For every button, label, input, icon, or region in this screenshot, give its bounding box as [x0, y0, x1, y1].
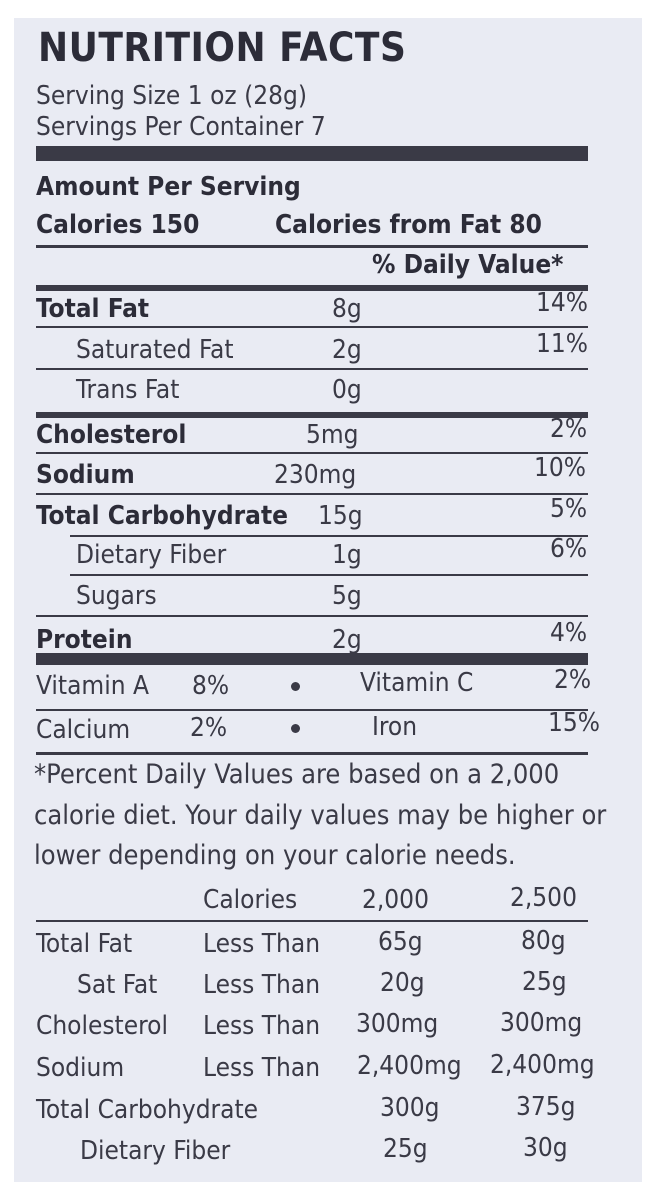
- row-divider-indented: [70, 535, 588, 537]
- ref-row-col1: 2,400mg: [357, 1051, 462, 1081]
- nutrient-amount: 2g: [332, 335, 362, 365]
- ref-row-qualifier: Less Than: [203, 1053, 321, 1083]
- ref-row-col2: 30g: [523, 1133, 568, 1163]
- ref-row-qualifier: Less Than: [203, 929, 321, 959]
- daily-value-header: % Daily Value*: [372, 250, 564, 280]
- row-divider: [36, 615, 588, 617]
- serving-size: Serving Size 1 oz (28g): [36, 81, 307, 111]
- row-divider: [36, 452, 588, 454]
- label-title: NUTRITION FACTS: [38, 25, 407, 71]
- footnote-line: calorie diet. Your daily values may be h…: [34, 800, 607, 831]
- ref-row-name: Total Fat: [36, 929, 133, 959]
- nutrient-name: Total Fat: [36, 294, 150, 324]
- ref-row-col2: 375g: [516, 1092, 576, 1122]
- ref-header-rule: [36, 920, 588, 922]
- rule-dv-header: [36, 285, 588, 291]
- ref-row-col1: 20g: [380, 968, 425, 998]
- nutrient-name: Cholesterol: [36, 420, 187, 450]
- nutrient-dv: 14%: [536, 288, 588, 318]
- vitamin-value: 8%: [192, 671, 230, 701]
- rule-footnote: [36, 752, 588, 755]
- bullet-icon: [291, 682, 300, 691]
- thick-rule-top: [36, 146, 588, 161]
- vitamin-name: Iron: [372, 712, 418, 742]
- vitamin-value: 2%: [190, 713, 228, 743]
- servings-per-container: Servings Per Container 7: [36, 112, 326, 142]
- thick-rule-vitamins: [36, 653, 588, 665]
- nutrient-amount: 2g: [332, 625, 362, 655]
- nutrient-dv: 10%: [534, 453, 586, 483]
- nutrient-amount: 5mg: [306, 420, 359, 450]
- calories: Calories 150: [36, 210, 200, 240]
- vitamin-value: 15%: [548, 708, 600, 738]
- nutrient-amount: 0g: [332, 375, 362, 405]
- row-divider: [36, 368, 588, 370]
- ref-row-col2: 300mg: [500, 1008, 583, 1038]
- row-divider: [36, 493, 588, 495]
- ref-row-col2: 2,400mg: [490, 1050, 595, 1080]
- ref-header-label: Calories: [203, 885, 298, 915]
- row-divider: [36, 326, 588, 328]
- footnote-line: *Percent Daily Values are based on a 2,0…: [34, 759, 560, 790]
- nutrient-dv: 2%: [550, 414, 588, 444]
- ref-row-col2: 80g: [521, 926, 566, 956]
- ref-row-col2: 25g: [522, 967, 567, 997]
- row-divider-indented: [70, 574, 588, 576]
- nutrient-amount: 230mg: [274, 460, 357, 490]
- ref-row-name: Total Carbohydrate: [36, 1095, 259, 1125]
- row-divider: [36, 709, 588, 711]
- ref-row-name: Cholesterol: [36, 1011, 168, 1041]
- ref-header-col2: 2,500: [510, 883, 577, 913]
- nutrient-amount: 1g: [332, 540, 362, 570]
- ref-row-name: Sodium: [36, 1053, 125, 1083]
- nutrient-amount: 15g: [318, 501, 363, 531]
- nutrient-dv: 4%: [550, 618, 588, 648]
- nutrient-name: Dietary Fiber: [76, 540, 227, 570]
- rule-thick: [36, 412, 588, 418]
- ref-row-name: Dietary Fiber: [80, 1136, 231, 1166]
- nutrient-name: Total Carbohydrate: [36, 501, 289, 531]
- footnote-line: lower depending on your calorie needs.: [34, 840, 516, 871]
- nutrient-amount: 8g: [332, 294, 362, 324]
- ref-header-col1: 2,000: [362, 885, 429, 915]
- vitamin-name: Vitamin A: [36, 671, 149, 701]
- nutrient-amount: 5g: [332, 581, 362, 611]
- nutrient-dv: 5%: [550, 494, 588, 524]
- ref-row-qualifier: Less Than: [203, 970, 321, 1000]
- amount-per-serving: Amount Per Serving: [36, 172, 301, 202]
- ref-row-col1: 300g: [380, 1093, 440, 1123]
- nutrient-name: Sodium: [36, 460, 135, 490]
- ref-row-col1: 65g: [378, 927, 423, 957]
- ref-row-qualifier: Less Than: [203, 1011, 321, 1041]
- ref-row-col1: 300mg: [356, 1009, 439, 1039]
- ref-row-col1: 25g: [383, 1134, 428, 1164]
- vitamin-value: 2%: [554, 665, 592, 695]
- nutrient-name: Sugars: [76, 581, 157, 611]
- calories-from-fat: Calories from Fat 80: [275, 210, 542, 240]
- nutrient-dv: 6%: [550, 534, 588, 564]
- nutrition-facts-panel: [14, 18, 642, 1182]
- bullet-icon: [291, 724, 300, 733]
- nutrient-name: Saturated Fat: [76, 335, 234, 365]
- vitamin-name: Calcium: [36, 715, 131, 745]
- ref-row-name: Sat Fat: [77, 970, 158, 1000]
- nutrient-name: Protein: [36, 625, 133, 655]
- nutrient-name: Trans Fat: [76, 375, 180, 405]
- vitamin-name: Vitamin C: [360, 668, 474, 698]
- rule-calories: [36, 245, 588, 248]
- nutrient-dv: 11%: [536, 329, 588, 359]
